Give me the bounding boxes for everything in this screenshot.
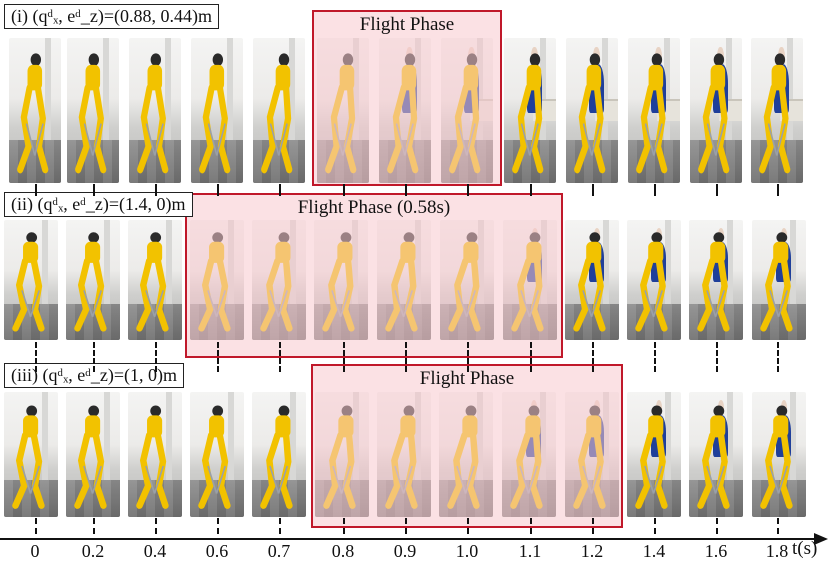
flight-phase-box-1: Flight Phase xyxy=(312,10,502,186)
time-axis-line xyxy=(0,538,815,540)
video-frame xyxy=(627,392,681,517)
time-connector-dash xyxy=(467,342,469,372)
video-frame xyxy=(690,38,742,183)
video-frame xyxy=(252,392,306,517)
time-connector-dash xyxy=(35,184,37,196)
time-connector-dash xyxy=(467,184,469,196)
time-connector-dash xyxy=(343,518,345,534)
video-frame xyxy=(689,392,743,517)
row-label-2: (ii) (qᵈₓ, eᵈ_z)=(1.4, 0)m xyxy=(4,192,193,217)
flight-phase-box-2: Flight Phase (0.58s) xyxy=(185,193,563,358)
time-axis-tick-label: 0.9 xyxy=(393,541,417,561)
time-connector-dash xyxy=(279,342,281,372)
time-connector-dash xyxy=(654,518,656,534)
row-3: Flight Phase (iii) (qᵈₓ, eᵈ_z)=(1, 0)m xyxy=(0,360,830,530)
time-connector-dash xyxy=(217,342,219,372)
time-connector-dash xyxy=(155,342,157,372)
video-frame xyxy=(67,38,119,183)
video-frame xyxy=(128,220,182,340)
video-frame xyxy=(566,38,618,183)
video-frame xyxy=(752,220,806,340)
video-frame xyxy=(752,392,806,517)
time-connector-dash xyxy=(93,342,95,372)
time-axis-tick-label: 1.4 xyxy=(642,541,666,561)
row-label-1: (i) (qᵈₓ, eᵈ_z)=(0.88, 0.44)m xyxy=(4,4,220,29)
time-axis-tick-label: 1.6 xyxy=(704,541,728,561)
time-connector-dash xyxy=(592,184,594,196)
time-connector-dash xyxy=(343,184,345,196)
time-connector-dash xyxy=(592,518,594,534)
video-frame xyxy=(191,38,243,183)
time-connector-dash xyxy=(405,518,407,534)
time-axis-tick-label: 1.8 xyxy=(765,541,789,561)
video-frame xyxy=(190,392,244,517)
time-connector-dash xyxy=(777,342,779,372)
video-frame xyxy=(66,220,120,340)
time-connector-dash xyxy=(654,184,656,196)
time-connector-dash xyxy=(716,342,718,372)
video-frame xyxy=(128,392,182,517)
time-axis-tick-label: 0.8 xyxy=(331,541,355,561)
video-frame xyxy=(628,38,680,183)
time-connector-dash xyxy=(777,184,779,196)
time-connector-dash xyxy=(35,518,37,534)
flight-phase-label-3: Flight Phase xyxy=(419,368,515,389)
time-axis-tick-label: 0.7 xyxy=(267,541,291,561)
flight-phase-label-2: Flight Phase (0.58s) xyxy=(297,197,451,218)
video-frame xyxy=(129,38,181,183)
time-connector-dash xyxy=(530,342,532,372)
time-connector-dash xyxy=(467,518,469,534)
time-connector-dash xyxy=(155,184,157,196)
time-connector-dash xyxy=(93,184,95,196)
time-axis-tick-label: 0.2 xyxy=(81,541,105,561)
time-connector-dash xyxy=(343,342,345,372)
time-connector-dash xyxy=(716,184,718,196)
video-frame xyxy=(4,392,58,517)
time-connector-dash xyxy=(279,518,281,534)
row-label-3: (iii) (qᵈₓ, eᵈ_z)=(1, 0)m xyxy=(4,363,185,388)
time-axis-title: t(s) xyxy=(792,538,818,559)
time-connector-dash xyxy=(405,342,407,372)
time-connector-dash xyxy=(592,342,594,372)
video-frame xyxy=(627,220,681,340)
time-axis-tick-label: 1.0 xyxy=(455,541,479,561)
video-frame xyxy=(689,220,743,340)
row-1: Flight Phase (i) (qᵈₓ, eᵈ_z)=(0.88, 0.44… xyxy=(0,0,830,190)
video-frame xyxy=(4,220,58,340)
time-axis-tick-label: 0 xyxy=(30,541,40,561)
video-frame xyxy=(751,38,803,183)
video-frame xyxy=(565,220,619,340)
time-connector-dash xyxy=(217,518,219,534)
time-axis-arrow xyxy=(814,533,828,545)
flight-phase-box-3: Flight Phase xyxy=(311,364,623,528)
time-axis-tick-label: 0.6 xyxy=(205,541,229,561)
time-axis-tick-label: 1.1 xyxy=(518,541,542,561)
time-connector-dash xyxy=(217,184,219,196)
time-connector-dash xyxy=(777,518,779,534)
time-connector-dash xyxy=(530,184,532,196)
video-frame xyxy=(66,392,120,517)
video-frame xyxy=(9,38,61,183)
time-connector-dash xyxy=(654,342,656,372)
flight-phase-label-1: Flight Phase xyxy=(359,14,455,35)
time-connector-dash xyxy=(405,184,407,196)
time-connector-dash xyxy=(155,518,157,534)
time-connector-dash xyxy=(530,518,532,534)
video-frame xyxy=(253,38,305,183)
row-2: Flight Phase (0.58s) (ii) (qᵈₓ, eᵈ_z)=(1… xyxy=(0,190,830,360)
time-connector-dash xyxy=(35,342,37,372)
time-connector-dash xyxy=(716,518,718,534)
time-connector-dash xyxy=(93,518,95,534)
video-frame xyxy=(504,38,556,183)
time-axis-tick-label: 1.2 xyxy=(580,541,604,561)
time-connector-dash xyxy=(279,184,281,196)
time-axis-tick-label: 0.4 xyxy=(143,541,167,561)
